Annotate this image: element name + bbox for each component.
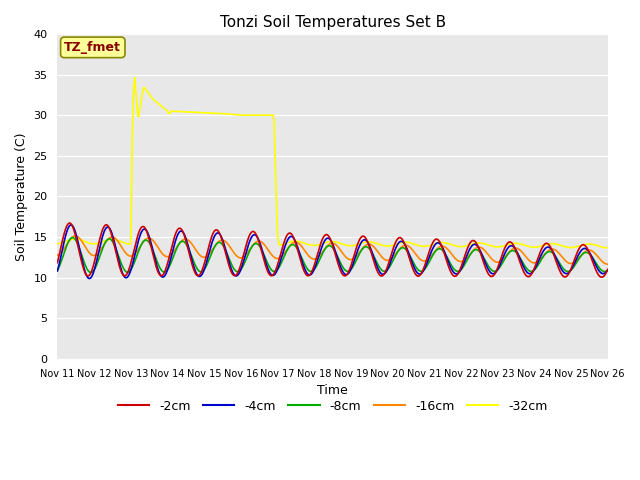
Y-axis label: Soil Temperature (C): Soil Temperature (C)	[15, 132, 28, 261]
Legend: -2cm, -4cm, -8cm, -16cm, -32cm: -2cm, -4cm, -8cm, -16cm, -32cm	[113, 395, 552, 418]
X-axis label: Time: Time	[317, 384, 348, 397]
Title: Tonzi Soil Temperatures Set B: Tonzi Soil Temperatures Set B	[220, 15, 445, 30]
Text: TZ_fmet: TZ_fmet	[65, 41, 121, 54]
